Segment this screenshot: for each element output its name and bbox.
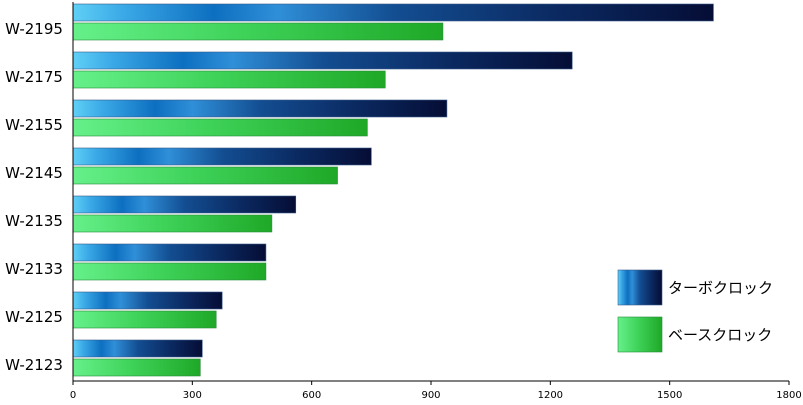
category-label: W-2133 (5, 260, 63, 278)
x-tick-label: 1200 (538, 390, 563, 401)
x-axis: 0 300 600 900 1200 1500 1800 (70, 2, 802, 401)
category-label: W-2175 (5, 68, 63, 86)
x-tick-label: 1800 (776, 390, 801, 401)
x-tick-label: 900 (421, 390, 440, 401)
category-label: W-2125 (5, 308, 63, 326)
bar-base-W-2123 (72, 358, 201, 377)
legend-swatch-base (617, 316, 663, 353)
bar-turbo-W-2155 (72, 99, 448, 118)
x-tick-label: 300 (183, 390, 202, 401)
legend-swatch-turbo (617, 269, 663, 306)
bar-base-W-2195 (72, 22, 444, 41)
x-tick-label: 600 (302, 390, 321, 401)
x-tick-label: 1500 (657, 390, 682, 401)
category-label: W-2123 (5, 356, 63, 374)
category-label: W-2155 (5, 116, 63, 134)
bar-base-W-2175 (72, 70, 386, 89)
bar-turbo-W-2123 (72, 339, 203, 358)
category-label: W-2195 (5, 20, 63, 38)
category-label: W-2135 (5, 212, 63, 230)
bar-turbo-W-2195 (72, 3, 714, 22)
category-labels: W-2195 W-2175 W-2155 W-2145 W-2135 W-2133 W-21… (5, 20, 63, 374)
legend-label-turbo: ターボクロック (668, 279, 773, 297)
bar-base-W-2145 (72, 166, 338, 185)
bar-base-W-2135 (72, 214, 273, 233)
bars-layer (72, 3, 714, 377)
legend-label-base: ベースクロック (668, 326, 772, 344)
bar-turbo-W-2135 (72, 195, 297, 214)
bar-turbo-W-2145 (72, 147, 372, 166)
bar-turbo-W-2133 (72, 243, 267, 262)
bar-base-W-2125 (72, 310, 217, 329)
category-label: W-2145 (5, 164, 63, 182)
bar-turbo-W-2125 (72, 291, 223, 310)
bar-turbo-W-2175 (72, 51, 573, 70)
bar-base-W-2133 (72, 262, 267, 281)
x-tick-label: 0 (70, 390, 76, 401)
bar-base-W-2155 (72, 118, 368, 137)
